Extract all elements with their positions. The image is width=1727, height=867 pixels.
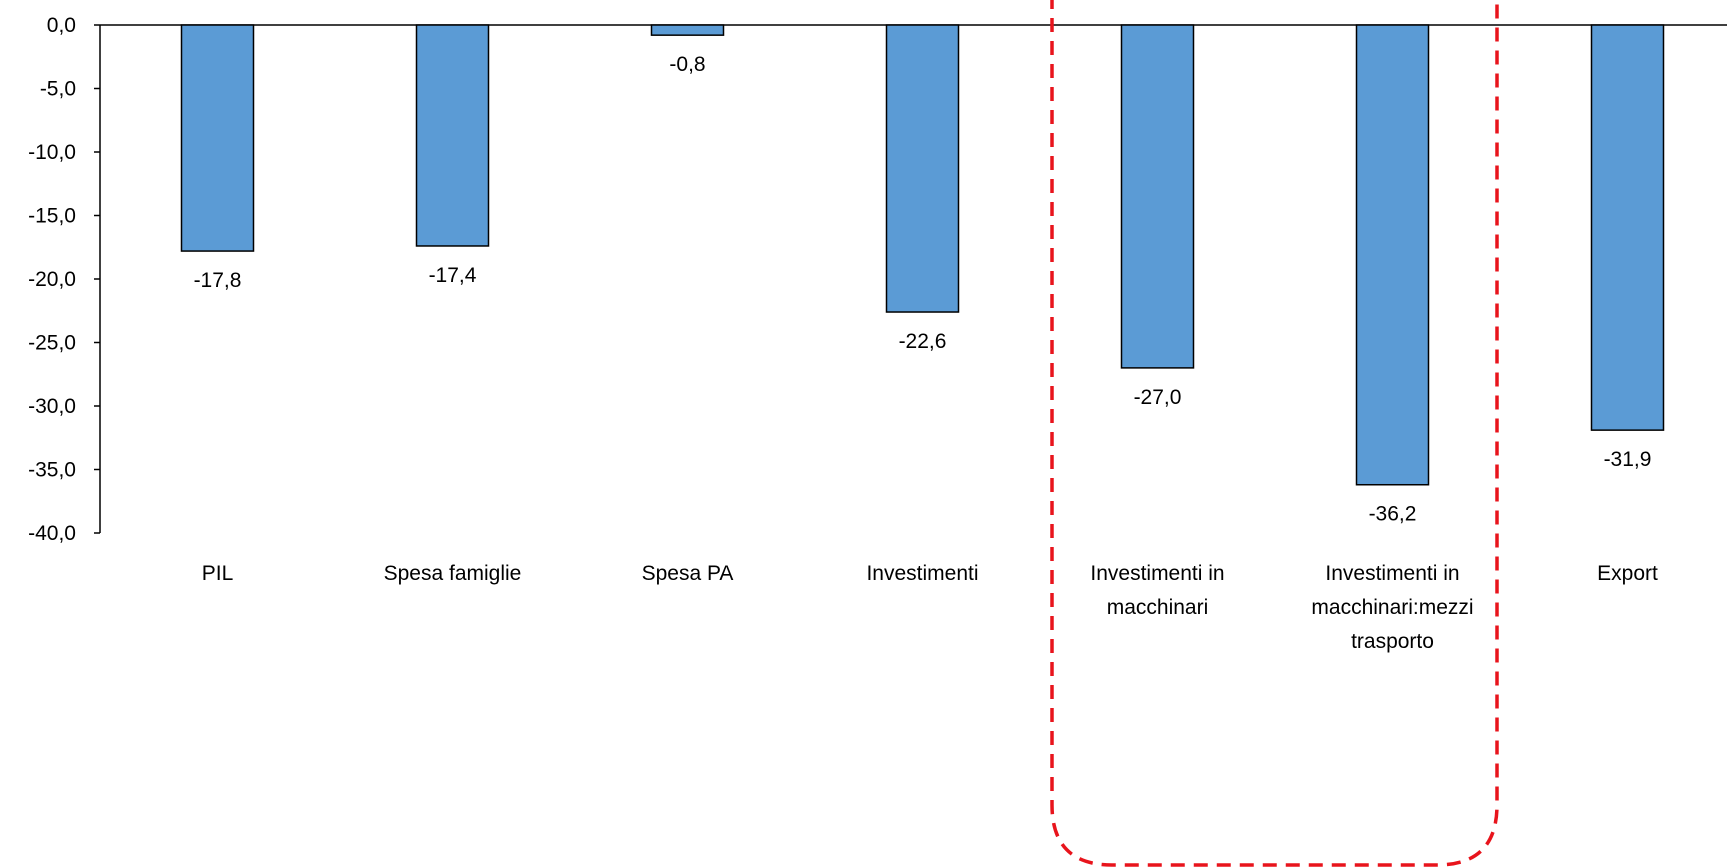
category-label: Investimenti in macchinari bbox=[1090, 562, 1224, 619]
bar bbox=[415, 24, 490, 247]
category-label: Investimenti in macchinari:mezzi trasporto bbox=[1311, 562, 1473, 653]
category-label-line: Export bbox=[1597, 562, 1658, 585]
data-label: -22,6 bbox=[899, 330, 947, 353]
category-label: Investimenti bbox=[866, 562, 978, 585]
bar bbox=[1590, 24, 1665, 431]
category-labels: PIL Spesa famiglie Spesa PA Investimenti Inv… bbox=[202, 562, 1658, 653]
y-tick-label: -35,0 bbox=[28, 459, 76, 482]
data-label: -0,8 bbox=[669, 53, 705, 76]
y-axis: 0,0 -5,0 -10,0 -15,0 -20,0 -25,0 -30,0 -35,0 -40… bbox=[28, 14, 1727, 545]
y-tick-label: -20,0 bbox=[28, 268, 76, 291]
category-label-line: Investimenti bbox=[866, 562, 978, 585]
data-label: -31,9 bbox=[1604, 448, 1652, 471]
data-labels: -17,8 -17,4 -0,8 -22,6 -27,0 -36,2 -31,9 bbox=[194, 53, 1652, 526]
y-tick-label: -10,0 bbox=[28, 141, 76, 164]
y-tick-label: -30,0 bbox=[28, 395, 76, 418]
category-label: PIL bbox=[202, 562, 234, 585]
bar bbox=[1355, 24, 1430, 486]
y-tick-label: -40,0 bbox=[28, 522, 76, 545]
category-label: Spesa PA bbox=[642, 562, 734, 585]
bar bbox=[650, 24, 725, 36]
category-label-line: Investimenti in bbox=[1090, 562, 1224, 585]
bar bbox=[1120, 24, 1195, 369]
category-label: Export bbox=[1597, 562, 1658, 585]
data-label: -17,8 bbox=[194, 269, 242, 292]
y-tick-label: -25,0 bbox=[28, 332, 76, 355]
category-label-line: trasporto bbox=[1351, 630, 1434, 653]
data-label: -36,2 bbox=[1369, 503, 1417, 526]
category-label-line: Investimenti in bbox=[1325, 562, 1459, 585]
category-label-line: Spesa famiglie bbox=[384, 562, 522, 585]
y-tick-label: -15,0 bbox=[28, 205, 76, 228]
highlight-box-group bbox=[1050, 0, 1499, 867]
category-label-line: macchinari:mezzi bbox=[1311, 596, 1473, 619]
y-tick-label: -5,0 bbox=[40, 78, 76, 101]
highlight-box bbox=[1050, 0, 1499, 867]
category-label: Spesa famiglie bbox=[384, 562, 522, 585]
y-tick-label: 0,0 bbox=[47, 14, 76, 37]
data-label: -17,4 bbox=[429, 264, 477, 287]
bar bbox=[180, 24, 255, 252]
category-label-line: macchinari bbox=[1107, 596, 1209, 619]
category-label-line: Spesa PA bbox=[642, 562, 734, 585]
data-label: -27,0 bbox=[1134, 386, 1182, 409]
bars bbox=[180, 24, 1665, 486]
category-label-line: PIL bbox=[202, 562, 234, 585]
bar bbox=[885, 24, 960, 313]
